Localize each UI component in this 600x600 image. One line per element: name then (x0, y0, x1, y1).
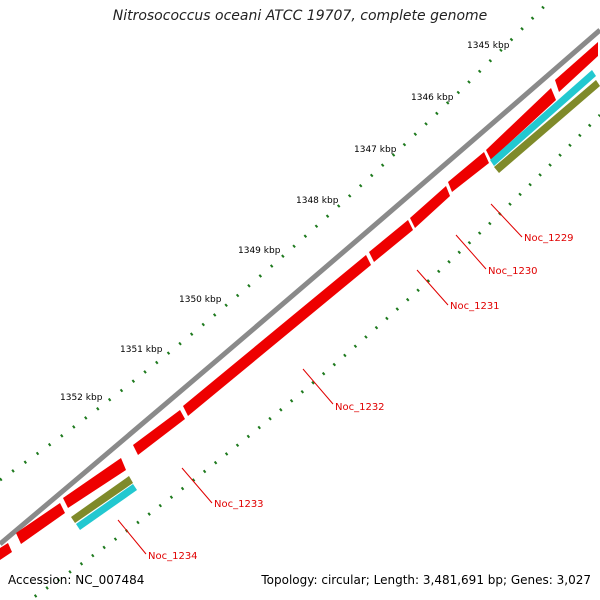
map-title: Nitrosococcus oceani ATCC 19707, complet… (112, 8, 488, 24)
gene-arrow-noc-1231[interactable] (410, 186, 450, 228)
gc-content-track (26, 113, 600, 600)
scale-label-1346: 1346 kbp (411, 93, 454, 103)
scale-label-1345: 1345 kbp (467, 41, 510, 51)
scale-label-1351: 1351 kbp (120, 345, 163, 355)
gene-label-noc-1230[interactable]: Noc_1230 (488, 266, 538, 277)
gene-label-noc-1229[interactable]: Noc_1229 (524, 233, 574, 244)
scale-label-1349: 1349 kbp (238, 246, 281, 256)
outer-tick-track (0, 0, 553, 482)
gene-label-noc-1232[interactable]: Noc_1232 (335, 402, 385, 413)
accession-text: Accession: NC_007484 (8, 573, 145, 587)
scale-label-1347: 1347 kbp (354, 145, 397, 155)
gene-label-noc-1231[interactable]: Noc_1231 (450, 301, 500, 312)
feature-strip-olive-upper (494, 80, 600, 173)
gene-arrow-noc-1229b[interactable] (486, 88, 556, 160)
gene-arrow-noc-1234[interactable] (16, 503, 65, 544)
backbone-ring (0, 28, 600, 546)
gene-arrow-noc-1233[interactable] (133, 410, 185, 455)
gene-arrow-edge[interactable] (0, 543, 12, 560)
feature-strip-olive-lower (71, 476, 133, 523)
gene-arrows (0, 42, 598, 560)
gene-label-noc-1234[interactable]: Noc_1234 (148, 551, 198, 562)
gene-arrow-noc-1230[interactable] (448, 152, 489, 192)
gene-arrow-noc-1234a[interactable] (63, 458, 126, 508)
gene-label-noc-1233[interactable]: Noc_1233 (214, 499, 264, 510)
gene-arrow-noc-1229[interactable] (555, 42, 598, 92)
genome-summary-text: Topology: circular; Length: 3,481,691 bp… (261, 573, 591, 587)
leader-lines (117, 203, 523, 555)
scale-label-1352: 1352 kbp (60, 393, 103, 403)
feature-strip-cyan-upper (490, 70, 596, 166)
scale-label-1350: 1350 kbp (179, 295, 222, 305)
gene-arrow-noc-1232[interactable] (183, 255, 371, 416)
scale-label-1348: 1348 kbp (296, 196, 339, 206)
feature-strip-cyan-lower (76, 484, 137, 530)
gene-arrow-noc-1232a[interactable] (369, 220, 413, 262)
